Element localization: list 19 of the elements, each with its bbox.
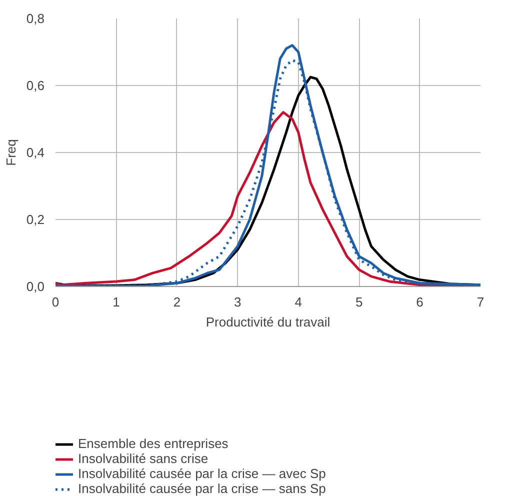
y-tick-label: 0,6 [26, 78, 45, 93]
x-tick-label: 7 [476, 294, 484, 310]
y-tick-label: 0,4 [26, 145, 45, 160]
legend-label: Insolvabilité causée par la crise — sans Sp [78, 481, 326, 496]
x-axis-title: Productivité du travail [206, 314, 330, 330]
x-tick-label: 0 [52, 294, 60, 310]
y-axis-title: Freq [3, 139, 18, 166]
legend-label: Insolvabilité causée par la crise — avec Sp [78, 466, 326, 481]
x-tick-label: 1 [112, 294, 120, 310]
y-tick-label: 0,2 [26, 212, 45, 227]
y-tick-label: 0,0 [26, 279, 45, 294]
x-tick-label: 3 [234, 294, 242, 310]
legend-label: Insolvabilité sans crise [78, 451, 208, 466]
x-tick-label: 6 [416, 294, 424, 310]
y-tick-label: 0,8 [26, 11, 45, 26]
x-tick-label: 4 [294, 294, 302, 310]
x-tick-label: 2 [173, 294, 181, 310]
legend-label: Ensemble des entreprises [78, 436, 228, 451]
x-tick-label: 5 [355, 294, 363, 310]
